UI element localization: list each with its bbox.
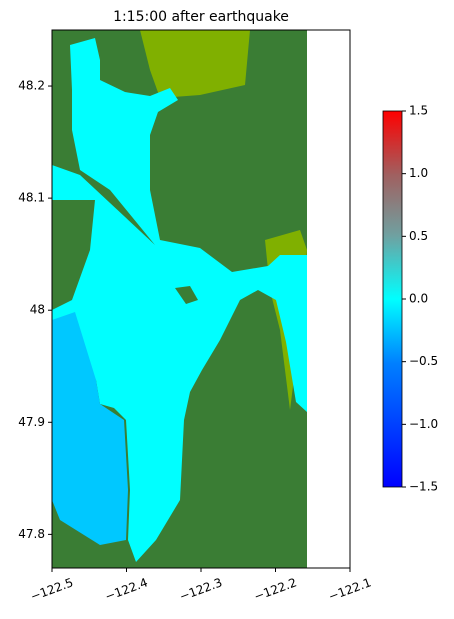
x-tick-label: −122.5 [29,575,76,603]
colorbar-tick-label: 1.0 [409,166,428,180]
x-tick-label: −122.4 [103,575,150,603]
x-tick-label: −122.3 [178,575,225,603]
x-tick-label: −122.2 [252,575,299,603]
y-tick-label: 47.9 [18,415,45,429]
colorbar [382,110,403,488]
colorbar-tick-label: −0.5 [409,354,438,368]
colorbar-tick-label: 0.5 [409,229,428,243]
y-tick-label: 47.8 [18,527,45,541]
colorbar-tick-label: 0.0 [409,292,428,306]
y-tick-label: 48.2 [18,79,45,93]
colorbar-tick-label: −1.0 [409,417,438,431]
x-tick-label: −122.1 [327,575,374,603]
y-tick-label: 48.1 [18,191,45,205]
y-tick-label: 48 [30,303,45,317]
map-image [52,30,307,568]
colorbar-tick-label: 1.5 [409,104,428,118]
chart-title: 1:15:00 after earthquake [113,9,289,25]
colorbar-tick-label: −1.5 [409,480,438,494]
